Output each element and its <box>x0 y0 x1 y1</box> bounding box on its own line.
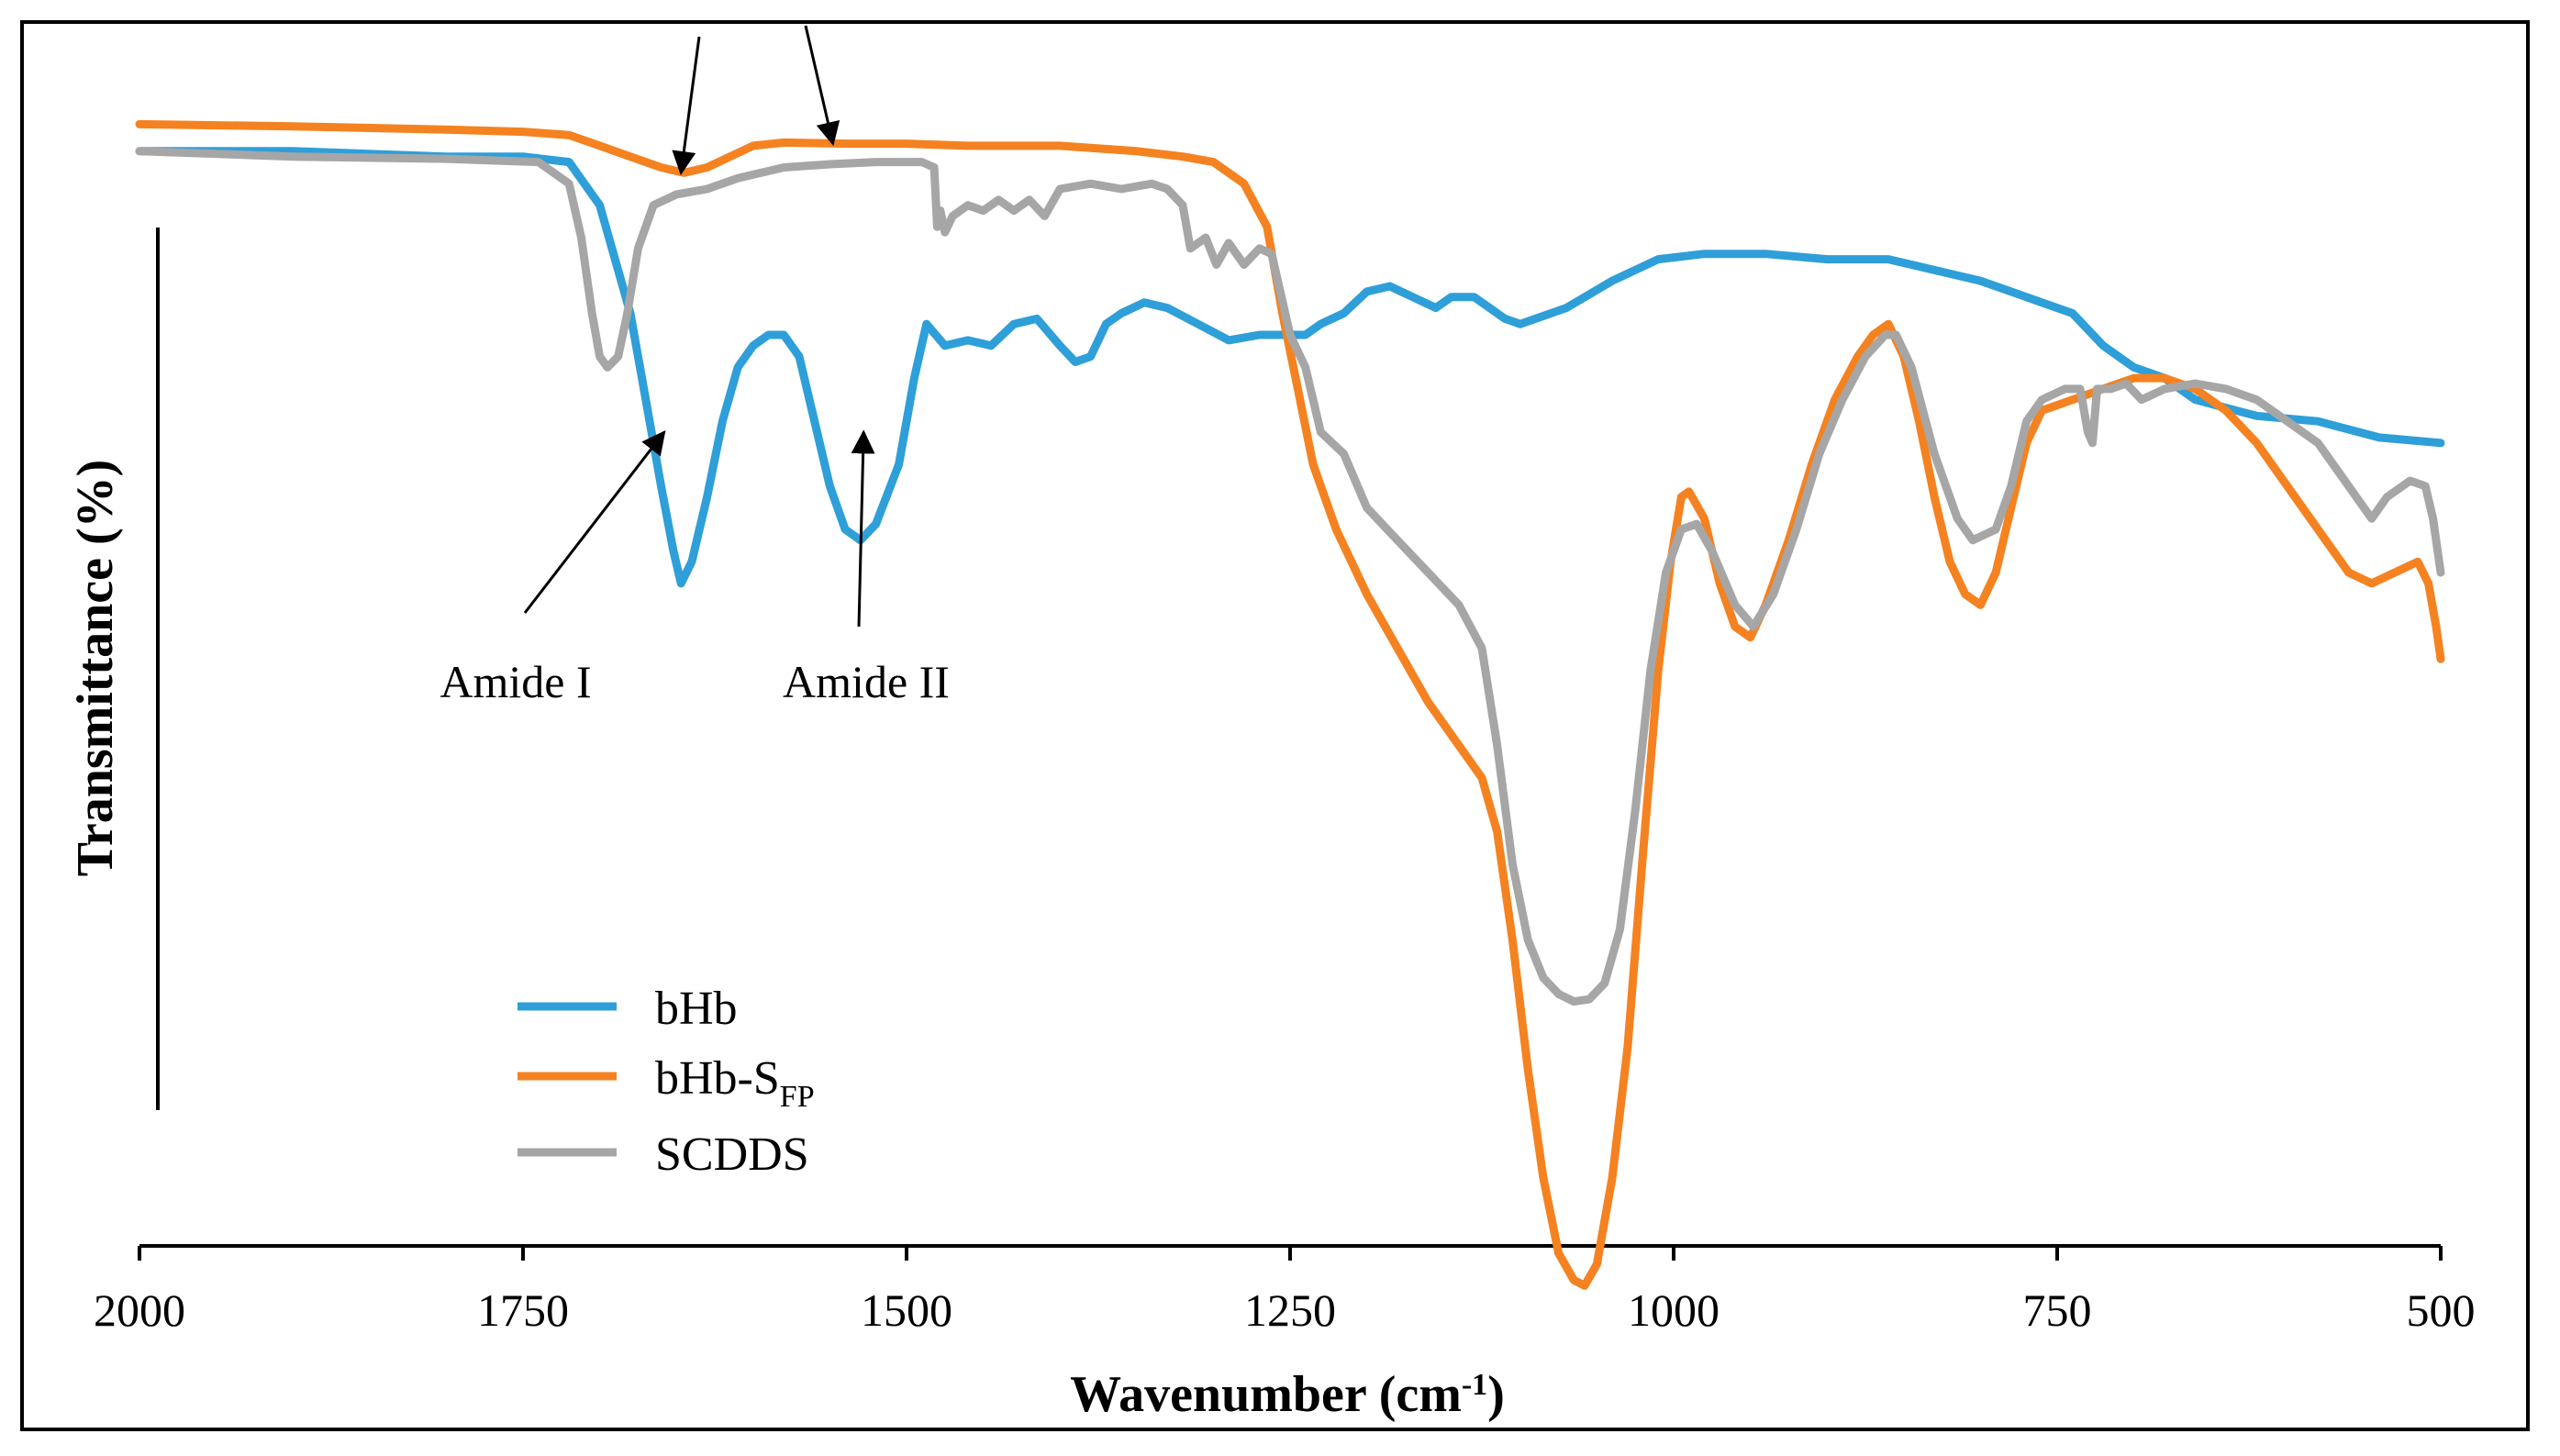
annotation-label: Amide I <box>440 656 591 707</box>
legend-label-scdds: SCDDS <box>655 1128 809 1181</box>
x-axis-title-main: Wavenumber (cm <box>1070 1366 1462 1423</box>
x-tick-label: 750 <box>2023 1284 2092 1336</box>
series-line-bhb <box>135 147 2445 588</box>
annotation-arrow <box>804 25 840 147</box>
legend-label-bhb-sfp: bHb-SFP <box>655 1052 815 1114</box>
legend-label-bhb: bHb <box>655 983 738 1035</box>
x-tick-label: 1750 <box>477 1284 569 1336</box>
x-tick-label: 1250 <box>1244 1284 1336 1336</box>
x-axis-title: Wavenumber (cm-1) <box>1070 1366 1505 1423</box>
x-axis-title-close: ) <box>1487 1366 1505 1423</box>
x-tick-label: 1500 <box>861 1284 952 1336</box>
annotation-arrow <box>851 429 875 628</box>
legend: bHb bHb-SFP SCDDS <box>518 983 815 1181</box>
x-tick-label: 500 <box>2407 1284 2476 1336</box>
legend-label-bhb-sfp-main: bHb-S <box>655 1052 780 1105</box>
series-line-scdds <box>135 147 2445 1006</box>
y-axis-title: Transmittance (%) <box>67 460 124 877</box>
x-axis-title-sup: -1 <box>1462 1368 1487 1402</box>
legend-label-bhb-sfp-sub: FP <box>780 1080 815 1114</box>
x-tick-label: 1000 <box>1628 1284 1720 1336</box>
annotation-label: Amide II <box>783 656 950 707</box>
annotation-arrow <box>672 36 701 175</box>
annotation-arrow <box>523 429 666 614</box>
x-tick-label: 2000 <box>94 1284 185 1336</box>
